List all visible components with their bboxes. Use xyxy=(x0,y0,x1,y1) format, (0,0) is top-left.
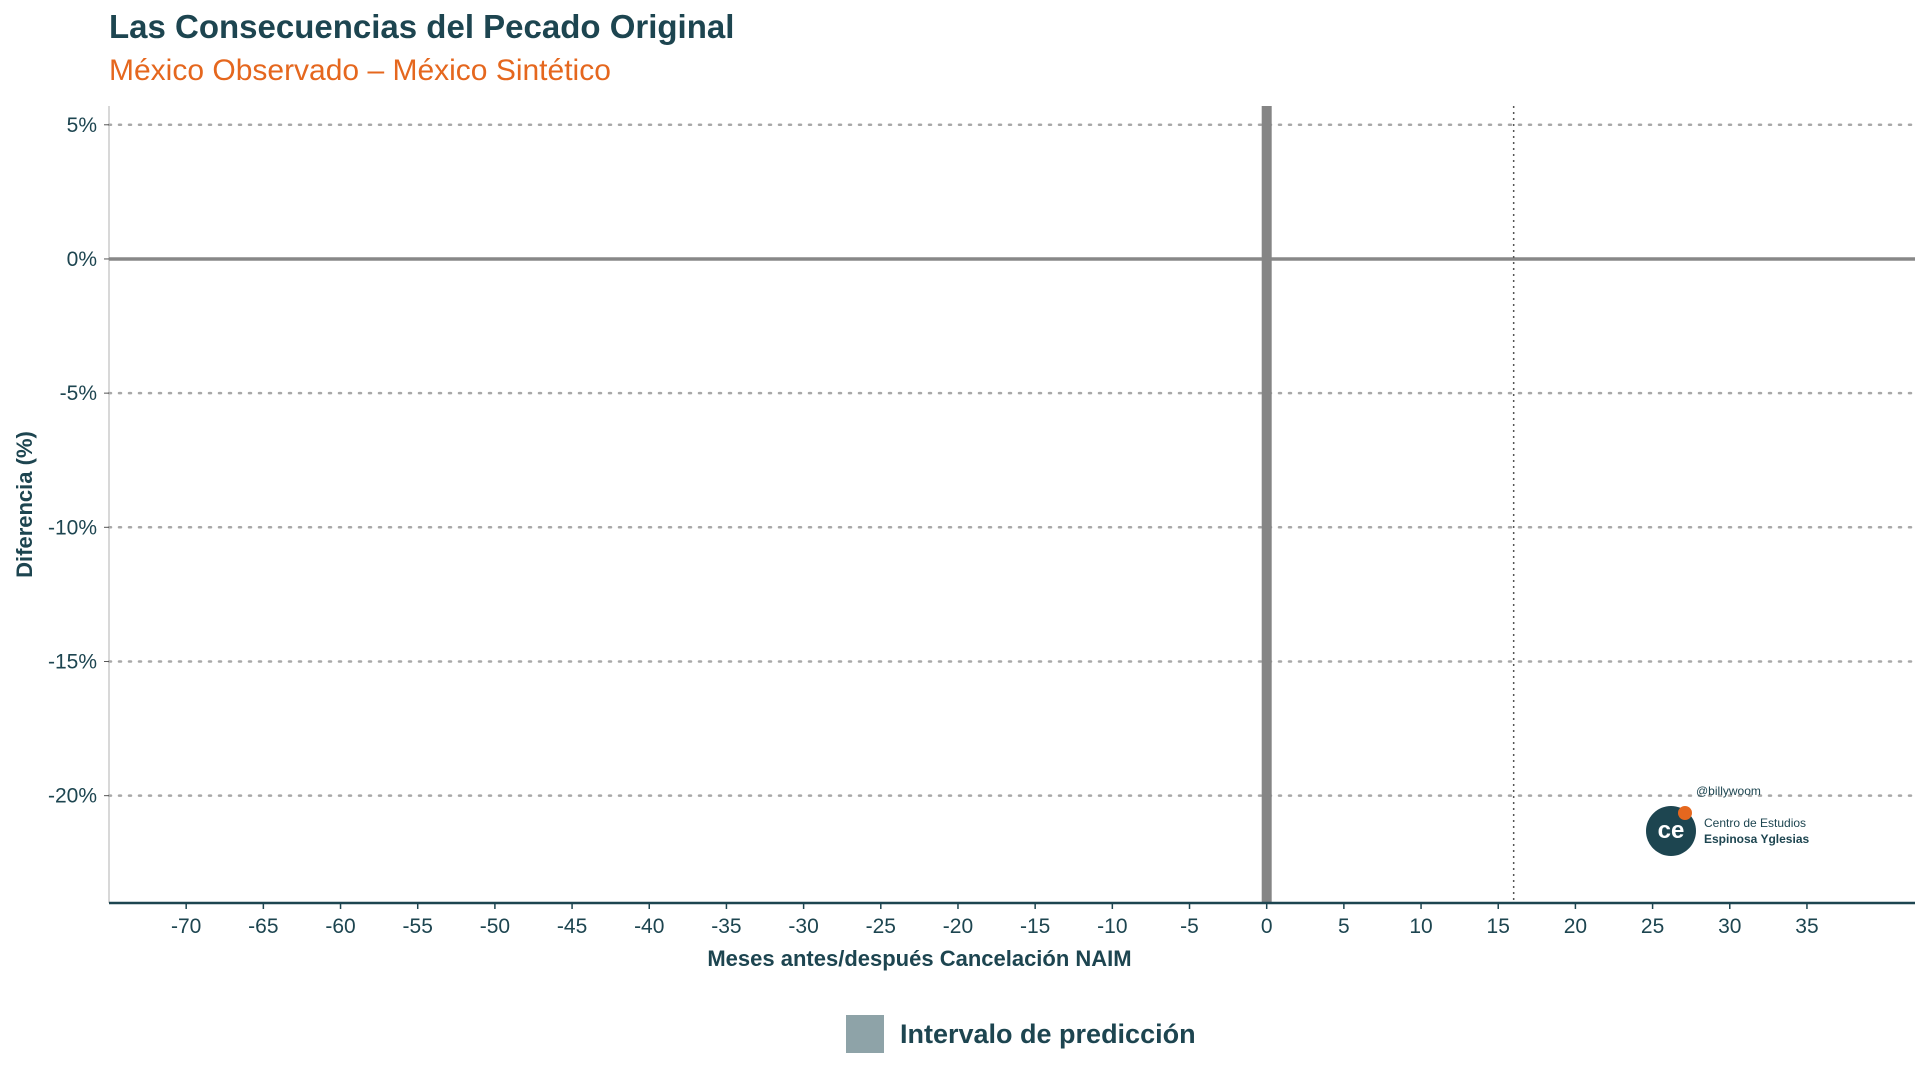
y-axis-title: Diferencia (%) xyxy=(12,431,37,578)
x-tick-label: -60 xyxy=(325,915,355,938)
x-tick-label: 0 xyxy=(1261,915,1273,938)
y-tick-label: -15% xyxy=(48,650,97,673)
y-tick-label: 0% xyxy=(67,248,97,271)
x-tick-label: -55 xyxy=(403,915,433,938)
x-tick-label: -20 xyxy=(943,915,973,938)
y-tick-label: -5% xyxy=(60,382,97,405)
x-tick-label: 20 xyxy=(1564,915,1587,938)
x-tick-label: -50 xyxy=(480,915,510,938)
chart-title: Las Consecuencias del Pecado Original xyxy=(109,8,735,45)
x-tick-label: 25 xyxy=(1641,915,1664,938)
x-tick-label: 35 xyxy=(1795,915,1818,938)
x-tick-label: -15 xyxy=(1020,915,1050,938)
x-tick-label: -40 xyxy=(634,915,664,938)
x-tick-label: -5 xyxy=(1180,915,1199,938)
y-tick-label: -20% xyxy=(48,785,97,808)
x-tick-label: -45 xyxy=(557,915,587,938)
y-tick-label: -10% xyxy=(48,516,97,539)
chart-subtitle: México Observado – México Sintético xyxy=(109,54,611,87)
x-tick-label: -65 xyxy=(248,915,278,938)
cee-logo-dot xyxy=(1678,806,1692,820)
legend: Intervalo de predicción xyxy=(846,1015,1196,1053)
x-tick-label: -30 xyxy=(788,915,818,938)
x-tick-label: 10 xyxy=(1409,915,1432,938)
legend-swatch-prediction-interval xyxy=(846,1015,884,1053)
x-tick-label: -25 xyxy=(866,915,896,938)
x-tick-label: 5 xyxy=(1338,915,1350,938)
x-tick-label: 15 xyxy=(1487,915,1510,938)
x-tick-label: 30 xyxy=(1718,915,1741,938)
chart-plot: 5%0%-5%-10%-15%-20%-70 -65 -60 -55 -50 -45 -40… xyxy=(12,106,1917,971)
watermark-org-line1: Centro de Estudios xyxy=(1704,816,1807,830)
x-tick-label: -10 xyxy=(1097,915,1127,938)
x-tick-label: -70 xyxy=(171,915,201,938)
x-tick-label: -35 xyxy=(711,915,741,938)
watermark-org-line2: Espinosa Yglesias xyxy=(1704,832,1810,846)
x-axis-title: Meses antes/después Cancelación NAIM xyxy=(707,946,1131,971)
watermark: @billywoom ce Centro de Estudios Espinos… xyxy=(1644,780,1844,860)
legend-label: Intervalo de predicción xyxy=(900,1018,1196,1049)
watermark-handle: @billywoom xyxy=(1696,784,1761,798)
y-tick-label: 5% xyxy=(67,114,97,137)
